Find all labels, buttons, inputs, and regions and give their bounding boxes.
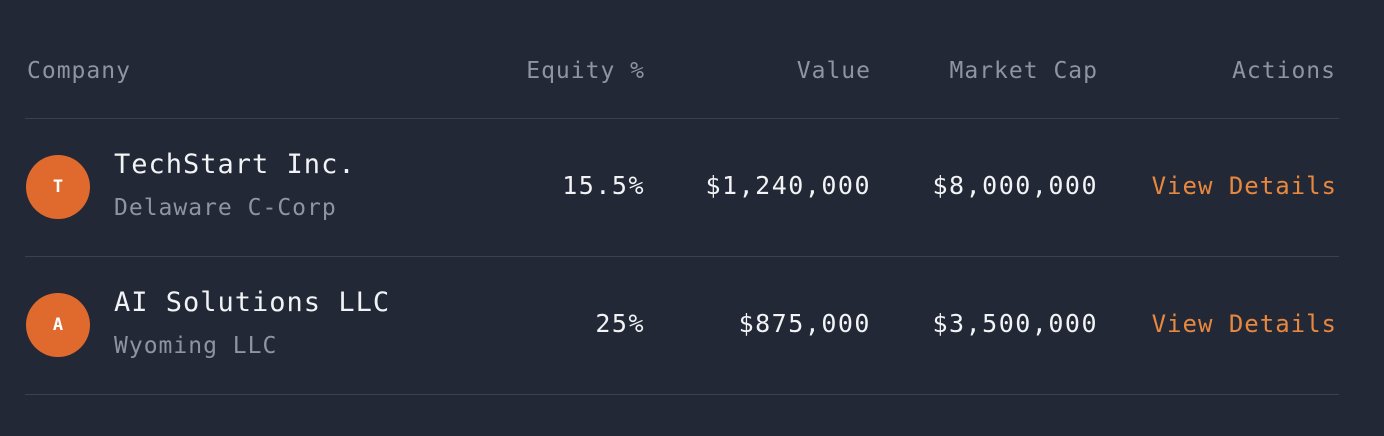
- table-row: A AI Solutions LLC Wyoming LLC 25% $875,…: [25, 257, 1339, 395]
- holdings-table: Company Equity % Value Market Cap Action…: [25, 0, 1339, 395]
- market-cap: $8,000,000: [932, 171, 1098, 200]
- equity-percent: 15.5%: [562, 171, 645, 200]
- company-name: TechStart Inc.: [114, 149, 356, 180]
- company-entity-type: Delaware C-Corp: [114, 195, 337, 221]
- column-header-equity: Equity %: [526, 58, 645, 84]
- holding-value: $1,240,000: [705, 171, 871, 200]
- company-avatar: T: [26, 155, 90, 219]
- column-header-company: Company: [27, 58, 131, 84]
- equity-percent: 25%: [595, 309, 645, 338]
- view-details-link[interactable]: View Details: [1151, 310, 1337, 338]
- company-avatar: A: [26, 293, 90, 357]
- column-header-actions: Actions: [1232, 58, 1336, 84]
- table-row: T TechStart Inc. Delaware C-Corp 15.5% $…: [25, 119, 1339, 257]
- column-header-value: Value: [796, 58, 871, 84]
- company-name: AI Solutions LLC: [114, 287, 391, 318]
- company-entity-type: Wyoming LLC: [114, 333, 278, 359]
- column-header-market-cap: Market Cap: [949, 58, 1098, 84]
- view-details-link[interactable]: View Details: [1151, 172, 1337, 200]
- market-cap: $3,500,000: [932, 309, 1098, 338]
- table-header: Company Equity % Value Market Cap Action…: [25, 0, 1339, 119]
- holding-value: $875,000: [738, 309, 871, 338]
